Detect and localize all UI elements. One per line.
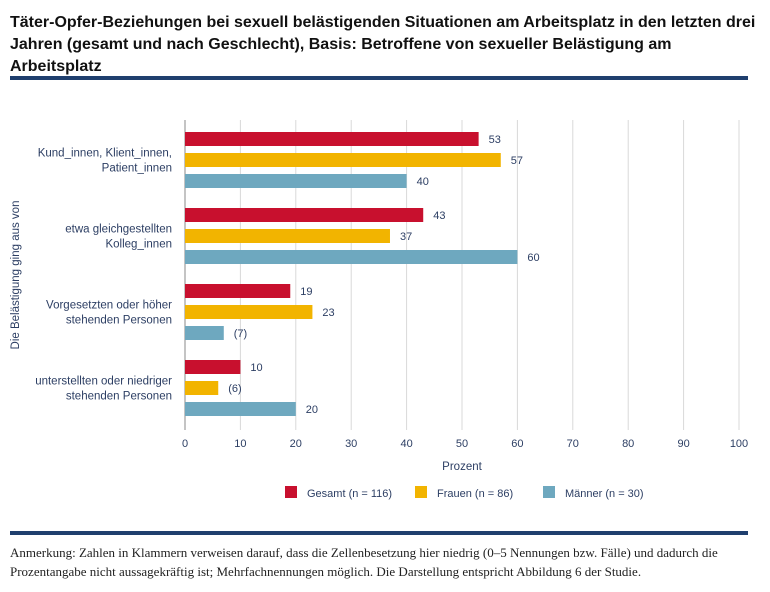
- bar: [185, 402, 296, 416]
- legend-label: Gesamt (n = 116): [307, 488, 392, 500]
- x-tick-label: 100: [730, 438, 748, 450]
- chart-note: Anmerkung: Zahlen in Klammern verweisen …: [10, 545, 718, 579]
- bar: [185, 381, 219, 395]
- chart-title: Täter-Opfer-Beziehungen bei sexuell belä…: [10, 14, 756, 75]
- value-label: (7): [234, 328, 247, 340]
- x-tick-label: 70: [567, 438, 579, 450]
- x-tick-label: 60: [511, 438, 523, 450]
- bar: [185, 229, 390, 243]
- value-label: 23: [322, 307, 334, 319]
- bar: [185, 153, 501, 167]
- value-label: 10: [250, 362, 262, 374]
- category-label: etwa gleichgestellten: [65, 224, 172, 236]
- bar: [185, 305, 313, 319]
- top-rule: [10, 76, 748, 80]
- category-label: stehenden Personen: [66, 391, 172, 403]
- value-label: 19: [300, 286, 312, 298]
- legend-label: Frauen (n = 86): [437, 488, 513, 500]
- bar: [185, 360, 241, 374]
- value-label: 20: [306, 404, 318, 416]
- legend-swatch: [415, 486, 427, 498]
- bar: [185, 250, 518, 264]
- legend-label: Männer (n = 30): [565, 488, 644, 500]
- x-tick-label: 50: [456, 438, 468, 450]
- legend-swatch: [543, 486, 555, 498]
- value-label: 40: [417, 176, 429, 188]
- value-label: 37: [400, 231, 412, 243]
- category-label: Kund_innen, Klient_innen,: [38, 148, 172, 160]
- x-tick-label: 40: [400, 438, 412, 450]
- x-tick-label: 10: [234, 438, 246, 450]
- category-label: stehenden Personen: [66, 315, 172, 327]
- value-label: (6): [228, 383, 241, 395]
- category-label: Patient_innen: [102, 163, 172, 175]
- bar: [185, 132, 479, 146]
- bar: [185, 174, 407, 188]
- category-label: Kolleg_innen: [105, 239, 172, 251]
- value-label: 43: [433, 210, 445, 222]
- y-axis-title: Die Belästigung ging aus von: [10, 201, 22, 350]
- bar: [185, 208, 424, 222]
- category-label: unterstellten oder niedriger: [35, 376, 172, 388]
- x-tick-label: 30: [345, 438, 357, 450]
- bar-chart: 0 10 20 30 40 50 60 70 80 90 100 53 57 40 Kund_innen, …: [10, 120, 748, 500]
- bottom-rule: [10, 531, 748, 535]
- x-tick-label: 90: [677, 438, 689, 450]
- value-label: 57: [511, 155, 523, 167]
- bar: [185, 284, 291, 298]
- value-label: 60: [527, 252, 539, 264]
- category-label: Vorgesetzten oder höher: [46, 300, 172, 312]
- x-tick-label: 20: [290, 438, 302, 450]
- x-axis-title: Prozent: [442, 461, 482, 473]
- x-tick-label: 0: [182, 438, 188, 450]
- bar: [185, 326, 224, 340]
- value-label: 53: [489, 134, 501, 146]
- x-tick-label: 80: [622, 438, 634, 450]
- legend-swatch: [285, 486, 297, 498]
